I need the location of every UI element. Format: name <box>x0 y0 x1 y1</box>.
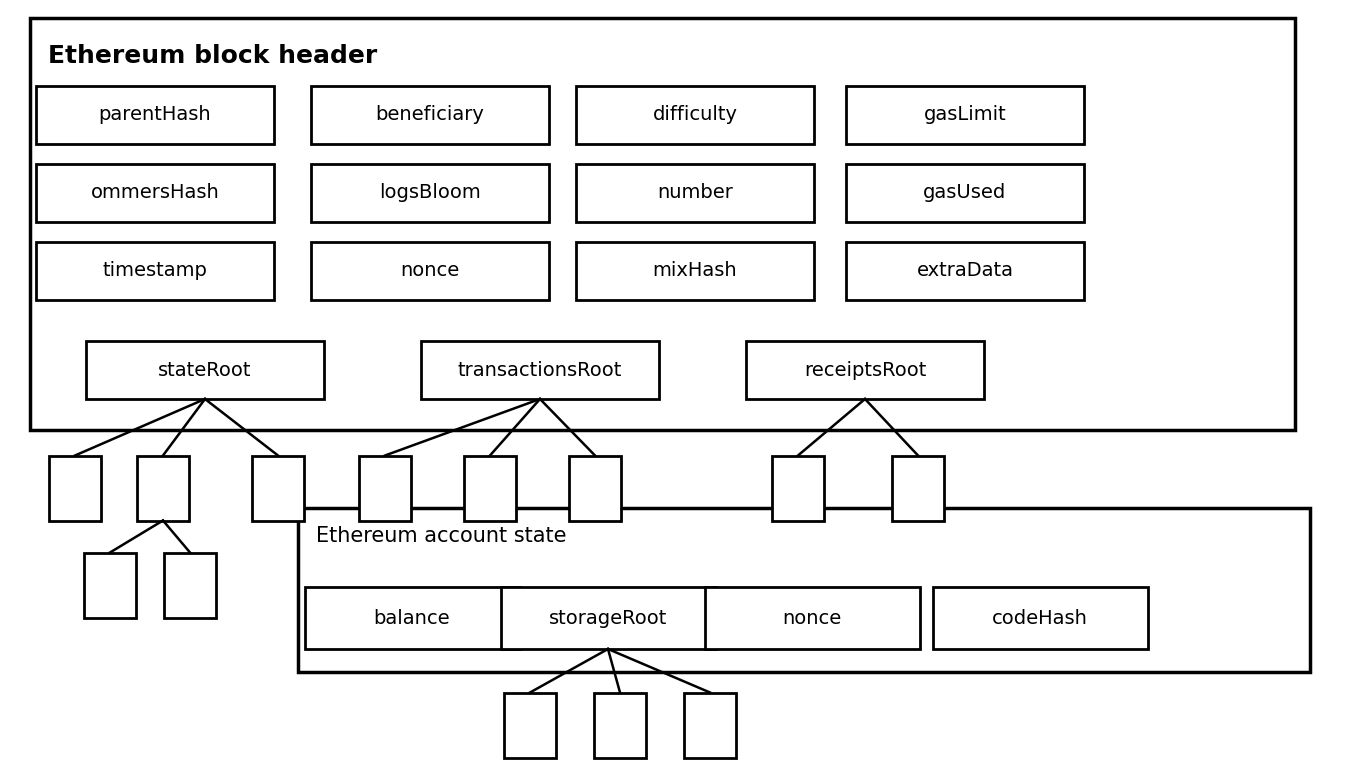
Text: balance: balance <box>374 609 451 628</box>
Bar <box>594 693 646 757</box>
Text: Ethereum account state: Ethereum account state <box>316 526 566 546</box>
Bar <box>311 86 549 144</box>
Text: timestamp: timestamp <box>102 262 207 281</box>
Bar <box>846 164 1084 222</box>
Bar <box>36 86 274 144</box>
Bar <box>83 552 136 617</box>
Bar <box>576 164 814 222</box>
Text: mixHash: mixHash <box>652 262 737 281</box>
Bar <box>311 242 549 300</box>
Bar <box>464 456 516 521</box>
Bar <box>421 341 659 399</box>
Text: nonce: nonce <box>401 262 460 281</box>
Bar <box>36 242 274 300</box>
Bar <box>746 341 985 399</box>
Bar <box>299 508 1310 672</box>
Bar <box>932 587 1147 649</box>
Text: logsBloom: logsBloom <box>379 183 482 202</box>
Text: receiptsRoot: receiptsRoot <box>804 361 927 380</box>
Text: codeHash: codeHash <box>993 609 1088 628</box>
Bar <box>892 456 944 521</box>
Bar <box>576 242 814 300</box>
Text: ommersHash: ommersHash <box>90 183 219 202</box>
Bar <box>86 341 324 399</box>
Bar <box>48 456 101 521</box>
Text: number: number <box>658 183 733 202</box>
Text: gasUsed: gasUsed <box>924 183 1006 202</box>
Text: stateRoot: stateRoot <box>159 361 252 380</box>
Bar <box>504 693 555 757</box>
Bar <box>30 18 1295 430</box>
Text: storageRoot: storageRoot <box>549 609 667 628</box>
Text: difficulty: difficulty <box>652 106 737 125</box>
Bar <box>685 693 736 757</box>
Text: Ethereum block header: Ethereum block header <box>48 44 377 68</box>
Bar <box>569 456 621 521</box>
Bar <box>304 587 519 649</box>
Bar <box>359 456 412 521</box>
Bar <box>311 164 549 222</box>
Bar <box>137 456 190 521</box>
Bar <box>252 456 304 521</box>
Bar <box>846 86 1084 144</box>
Bar <box>705 587 920 649</box>
Text: parentHash: parentHash <box>98 106 211 125</box>
Bar <box>772 456 824 521</box>
Text: nonce: nonce <box>783 609 842 628</box>
Bar <box>846 242 1084 300</box>
Text: extraData: extraData <box>916 262 1014 281</box>
Text: beneficiary: beneficiary <box>375 106 484 125</box>
Text: gasLimit: gasLimit <box>924 106 1006 125</box>
Bar <box>36 164 274 222</box>
Bar <box>576 86 814 144</box>
Bar <box>164 552 217 617</box>
Text: transactionsRoot: transactionsRoot <box>457 361 623 380</box>
Bar <box>500 587 716 649</box>
